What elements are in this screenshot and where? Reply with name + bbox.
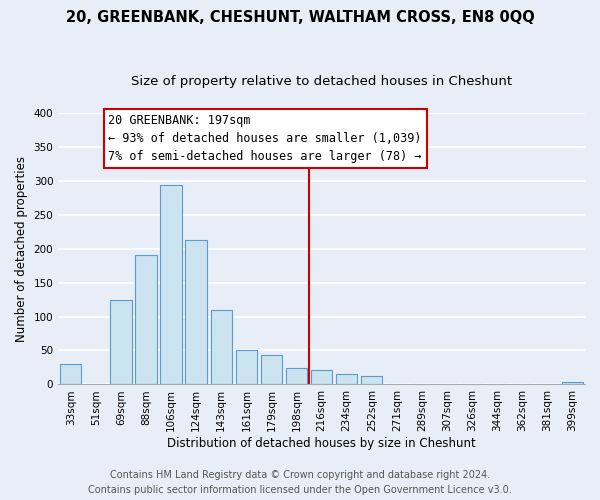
Bar bbox=[110, 300, 131, 384]
Bar bbox=[261, 354, 282, 384]
X-axis label: Distribution of detached houses by size in Cheshunt: Distribution of detached houses by size … bbox=[167, 437, 476, 450]
Bar bbox=[361, 376, 382, 384]
Bar bbox=[60, 364, 82, 384]
Bar bbox=[562, 382, 583, 384]
Bar bbox=[136, 256, 157, 384]
Title: Size of property relative to detached houses in Cheshunt: Size of property relative to detached ho… bbox=[131, 75, 512, 88]
Text: 20, GREENBANK, CHESHUNT, WALTHAM CROSS, EN8 0QQ: 20, GREENBANK, CHESHUNT, WALTHAM CROSS, … bbox=[65, 10, 535, 25]
Bar bbox=[185, 240, 207, 384]
Bar bbox=[211, 310, 232, 384]
Bar bbox=[160, 186, 182, 384]
Bar bbox=[286, 368, 307, 384]
Bar bbox=[236, 350, 257, 384]
Text: Contains HM Land Registry data © Crown copyright and database right 2024.
Contai: Contains HM Land Registry data © Crown c… bbox=[88, 470, 512, 495]
Bar bbox=[311, 370, 332, 384]
Bar bbox=[336, 374, 358, 384]
Y-axis label: Number of detached properties: Number of detached properties bbox=[15, 156, 28, 342]
Text: 20 GREENBANK: 197sqm
← 93% of detached houses are smaller (1,039)
7% of semi-det: 20 GREENBANK: 197sqm ← 93% of detached h… bbox=[109, 114, 422, 163]
